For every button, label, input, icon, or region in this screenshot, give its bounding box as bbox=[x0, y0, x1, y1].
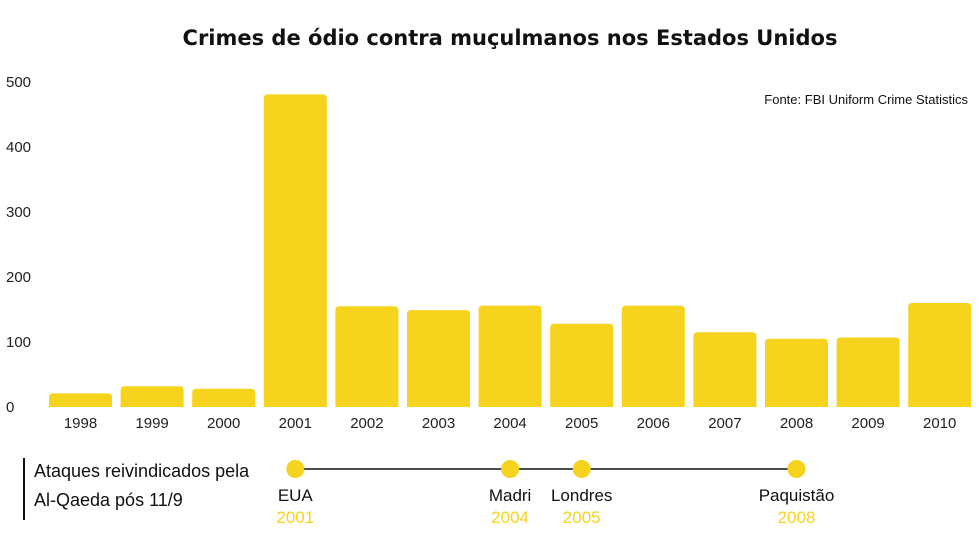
bar-2006 bbox=[621, 305, 685, 407]
bar-2010 bbox=[908, 303, 972, 407]
x-tick-label: 2007 bbox=[708, 415, 741, 432]
x-tick-label: 2003 bbox=[422, 415, 455, 432]
bar-2007 bbox=[693, 332, 757, 407]
source-note: Fonte: FBI Uniform Crime Statistics bbox=[764, 92, 968, 107]
timeline-marker bbox=[572, 460, 591, 478]
timeline-heading-rule bbox=[23, 458, 25, 520]
x-tick-label: 2010 bbox=[923, 415, 956, 432]
y-tick-label: 300 bbox=[6, 204, 31, 221]
event-year: 2001 bbox=[276, 508, 314, 527]
bar-2008 bbox=[765, 338, 828, 407]
bar-2005 bbox=[550, 323, 614, 407]
x-tick-label: 2008 bbox=[780, 415, 813, 432]
event-name: Paquistão bbox=[759, 486, 835, 505]
event-year: 2008 bbox=[778, 508, 816, 527]
x-tick-label: 2001 bbox=[279, 415, 312, 432]
y-tick-label: 100 bbox=[6, 334, 31, 351]
bar-2003 bbox=[407, 310, 470, 407]
bar-2009 bbox=[836, 337, 900, 407]
bars bbox=[49, 94, 972, 407]
x-tick-label: 2000 bbox=[207, 415, 240, 432]
y-tick-label: 500 bbox=[6, 74, 31, 91]
x-axis: 1998 1999 2000 2001 2002 2003 2004 2005 2006 2007… bbox=[64, 415, 957, 432]
bar-2002 bbox=[335, 306, 399, 407]
event-name: EUA bbox=[278, 486, 314, 505]
x-tick-label: 2006 bbox=[637, 415, 670, 432]
x-tick-label: 2005 bbox=[565, 415, 598, 432]
y-axis: 0 100 200 300 400 500 bbox=[6, 74, 31, 416]
x-tick-label: 1999 bbox=[135, 415, 168, 432]
timeline-marker bbox=[787, 460, 806, 478]
bar-2004 bbox=[478, 305, 542, 407]
x-tick-label: 1998 bbox=[64, 415, 97, 432]
bar-1998 bbox=[49, 393, 112, 407]
x-tick-label: 2009 bbox=[851, 415, 884, 432]
event-name: Londres bbox=[551, 486, 612, 505]
chart-title: Crimes de ódio contra muçulmanos nos Est… bbox=[182, 26, 838, 50]
y-tick-label: 0 bbox=[6, 399, 14, 416]
timeline-heading: Ataques reivindicados pela Al-Qaeda pós … bbox=[34, 461, 250, 510]
x-tick-label: 2002 bbox=[350, 415, 383, 432]
y-tick-label: 400 bbox=[6, 139, 31, 156]
y-tick-label: 200 bbox=[6, 269, 31, 286]
event-year: 2004 bbox=[491, 508, 529, 527]
bar-chart: 0 100 200 300 400 500 1998 1999 2000 2001 2002 200… bbox=[6, 74, 972, 432]
bar-2001 bbox=[263, 94, 327, 407]
bar-2000 bbox=[192, 388, 256, 407]
bar-1999 bbox=[120, 386, 184, 407]
timeline-marker bbox=[286, 460, 305, 478]
x-tick-label: 2004 bbox=[493, 415, 526, 432]
event-name: Madri bbox=[489, 486, 532, 505]
attack-timeline: EUA 2001 Madri 2004 Londres 2005 Paquistão 2008 bbox=[276, 460, 835, 527]
event-year: 2005 bbox=[563, 508, 601, 527]
timeline-marker bbox=[501, 460, 520, 478]
